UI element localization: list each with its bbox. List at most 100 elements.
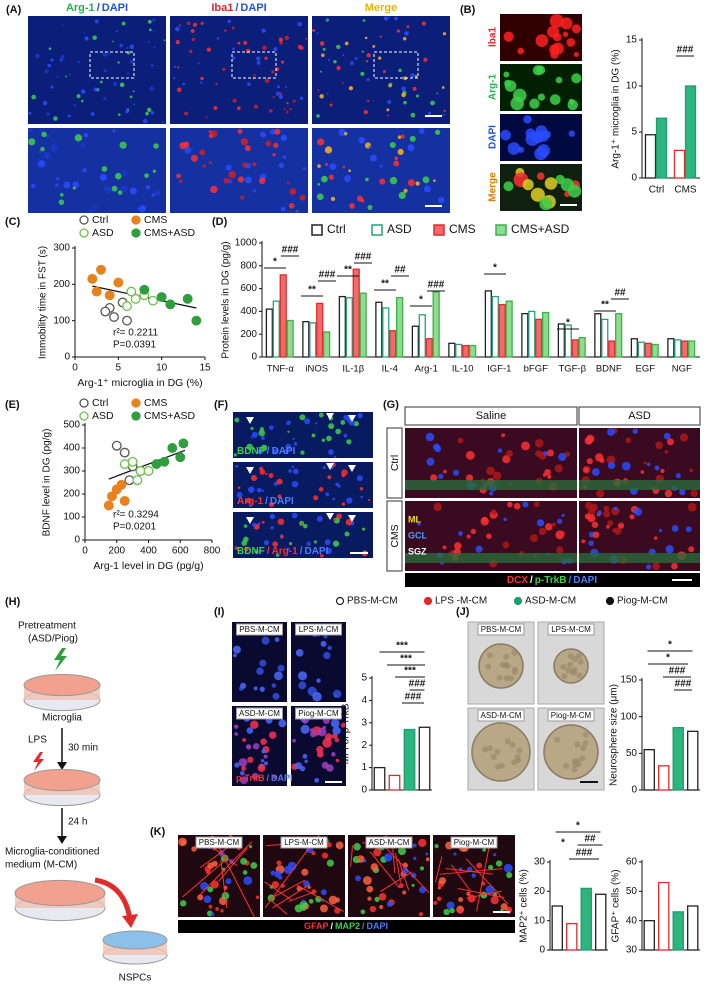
- significance: **: [381, 279, 389, 290]
- cell: [286, 101, 289, 105]
- cell: [438, 473, 444, 480]
- tile-label-box: [547, 709, 595, 722]
- cell: [191, 37, 196, 42]
- cell: [99, 80, 103, 84]
- cell: [489, 491, 494, 496]
- cell: [333, 689, 342, 699]
- cell-layer: [405, 480, 577, 490]
- cell: [138, 205, 146, 213]
- cell: [533, 501, 540, 508]
- cell: [658, 528, 663, 533]
- caption: Iba1/DAPI: [211, 2, 266, 14]
- cell: [126, 72, 130, 75]
- cell: [240, 682, 247, 689]
- cell: [257, 448, 264, 455]
- cell: [235, 464, 239, 468]
- cell: [234, 762, 240, 768]
- cell: [453, 469, 460, 476]
- cell: [232, 645, 241, 654]
- cell: [551, 42, 564, 55]
- cell: [324, 539, 331, 546]
- point: [104, 290, 115, 301]
- dish: [23, 673, 101, 697]
- process: [182, 859, 226, 898]
- y-tick-label: 0: [539, 945, 545, 956]
- legend-label: Piog-M-CM: [617, 596, 668, 607]
- cell: [538, 130, 549, 142]
- cell: [398, 883, 404, 889]
- cell: [250, 862, 258, 869]
- cell: [242, 162, 248, 168]
- significance: *: [666, 653, 670, 664]
- cell: [411, 872, 417, 878]
- cell: [60, 54, 65, 60]
- cell: [343, 174, 352, 182]
- bar: [564, 324, 572, 358]
- cell: [297, 21, 302, 27]
- cell: [551, 522, 556, 527]
- cell: [210, 912, 215, 917]
- cell: [47, 63, 52, 68]
- cell: [366, 885, 374, 893]
- legend-label: ASD: [387, 222, 412, 236]
- cell: [145, 111, 149, 116]
- cell: [582, 740, 589, 747]
- cell: [263, 754, 268, 759]
- cell: [276, 478, 283, 485]
- cell: [685, 526, 692, 533]
- cell: [433, 502, 442, 512]
- cell: [103, 96, 107, 101]
- arrowhead: [122, 914, 138, 928]
- bar: [673, 149, 686, 179]
- cell: [562, 31, 569, 37]
- cell: [35, 53, 40, 59]
- cell: [220, 909, 224, 913]
- caption: Arg-1/DAPI: [66, 2, 128, 14]
- cell: [283, 449, 289, 455]
- cell: [288, 469, 292, 473]
- cell: [117, 190, 123, 195]
- cell: [361, 50, 364, 53]
- cell: [379, 35, 382, 38]
- cell: [607, 520, 614, 526]
- stain-label: Arg-1: [488, 74, 499, 101]
- cell: [433, 179, 436, 182]
- bar: [279, 274, 287, 358]
- y-tick-label: 2: [361, 740, 367, 751]
- cell: [340, 420, 346, 425]
- cell: [260, 738, 267, 746]
- cell: [535, 34, 549, 47]
- cell: [146, 185, 151, 190]
- bar: [580, 887, 592, 951]
- arrowhead: [57, 762, 67, 770]
- bar: [498, 303, 506, 358]
- y-tick-label: 1000: [235, 238, 258, 249]
- cell: [554, 464, 563, 473]
- cell: [350, 61, 354, 66]
- cell: [344, 41, 349, 46]
- cell: [241, 766, 247, 772]
- cell: [503, 653, 510, 660]
- process: [220, 860, 228, 908]
- cell: [300, 724, 310, 734]
- cell: [555, 530, 565, 540]
- cell: [99, 173, 107, 181]
- cell: [504, 738, 511, 745]
- x-tick-label: Ctrl: [649, 185, 665, 196]
- annotation: P=0.0201: [113, 522, 157, 533]
- cell: [293, 442, 298, 446]
- caption-part: MAP2: [335, 921, 360, 931]
- process: [199, 841, 253, 896]
- panel-label: (F): [214, 399, 228, 411]
- cell: [368, 498, 371, 502]
- cell: [119, 82, 125, 88]
- significance: ***: [400, 654, 412, 665]
- y-tick-label: 50: [626, 748, 638, 759]
- header-box: [386, 500, 403, 572]
- cell: [322, 465, 326, 470]
- caption-part: /: [97, 2, 100, 14]
- cell: [607, 428, 615, 436]
- caption: Merge: [365, 2, 397, 14]
- cell: [571, 73, 582, 84]
